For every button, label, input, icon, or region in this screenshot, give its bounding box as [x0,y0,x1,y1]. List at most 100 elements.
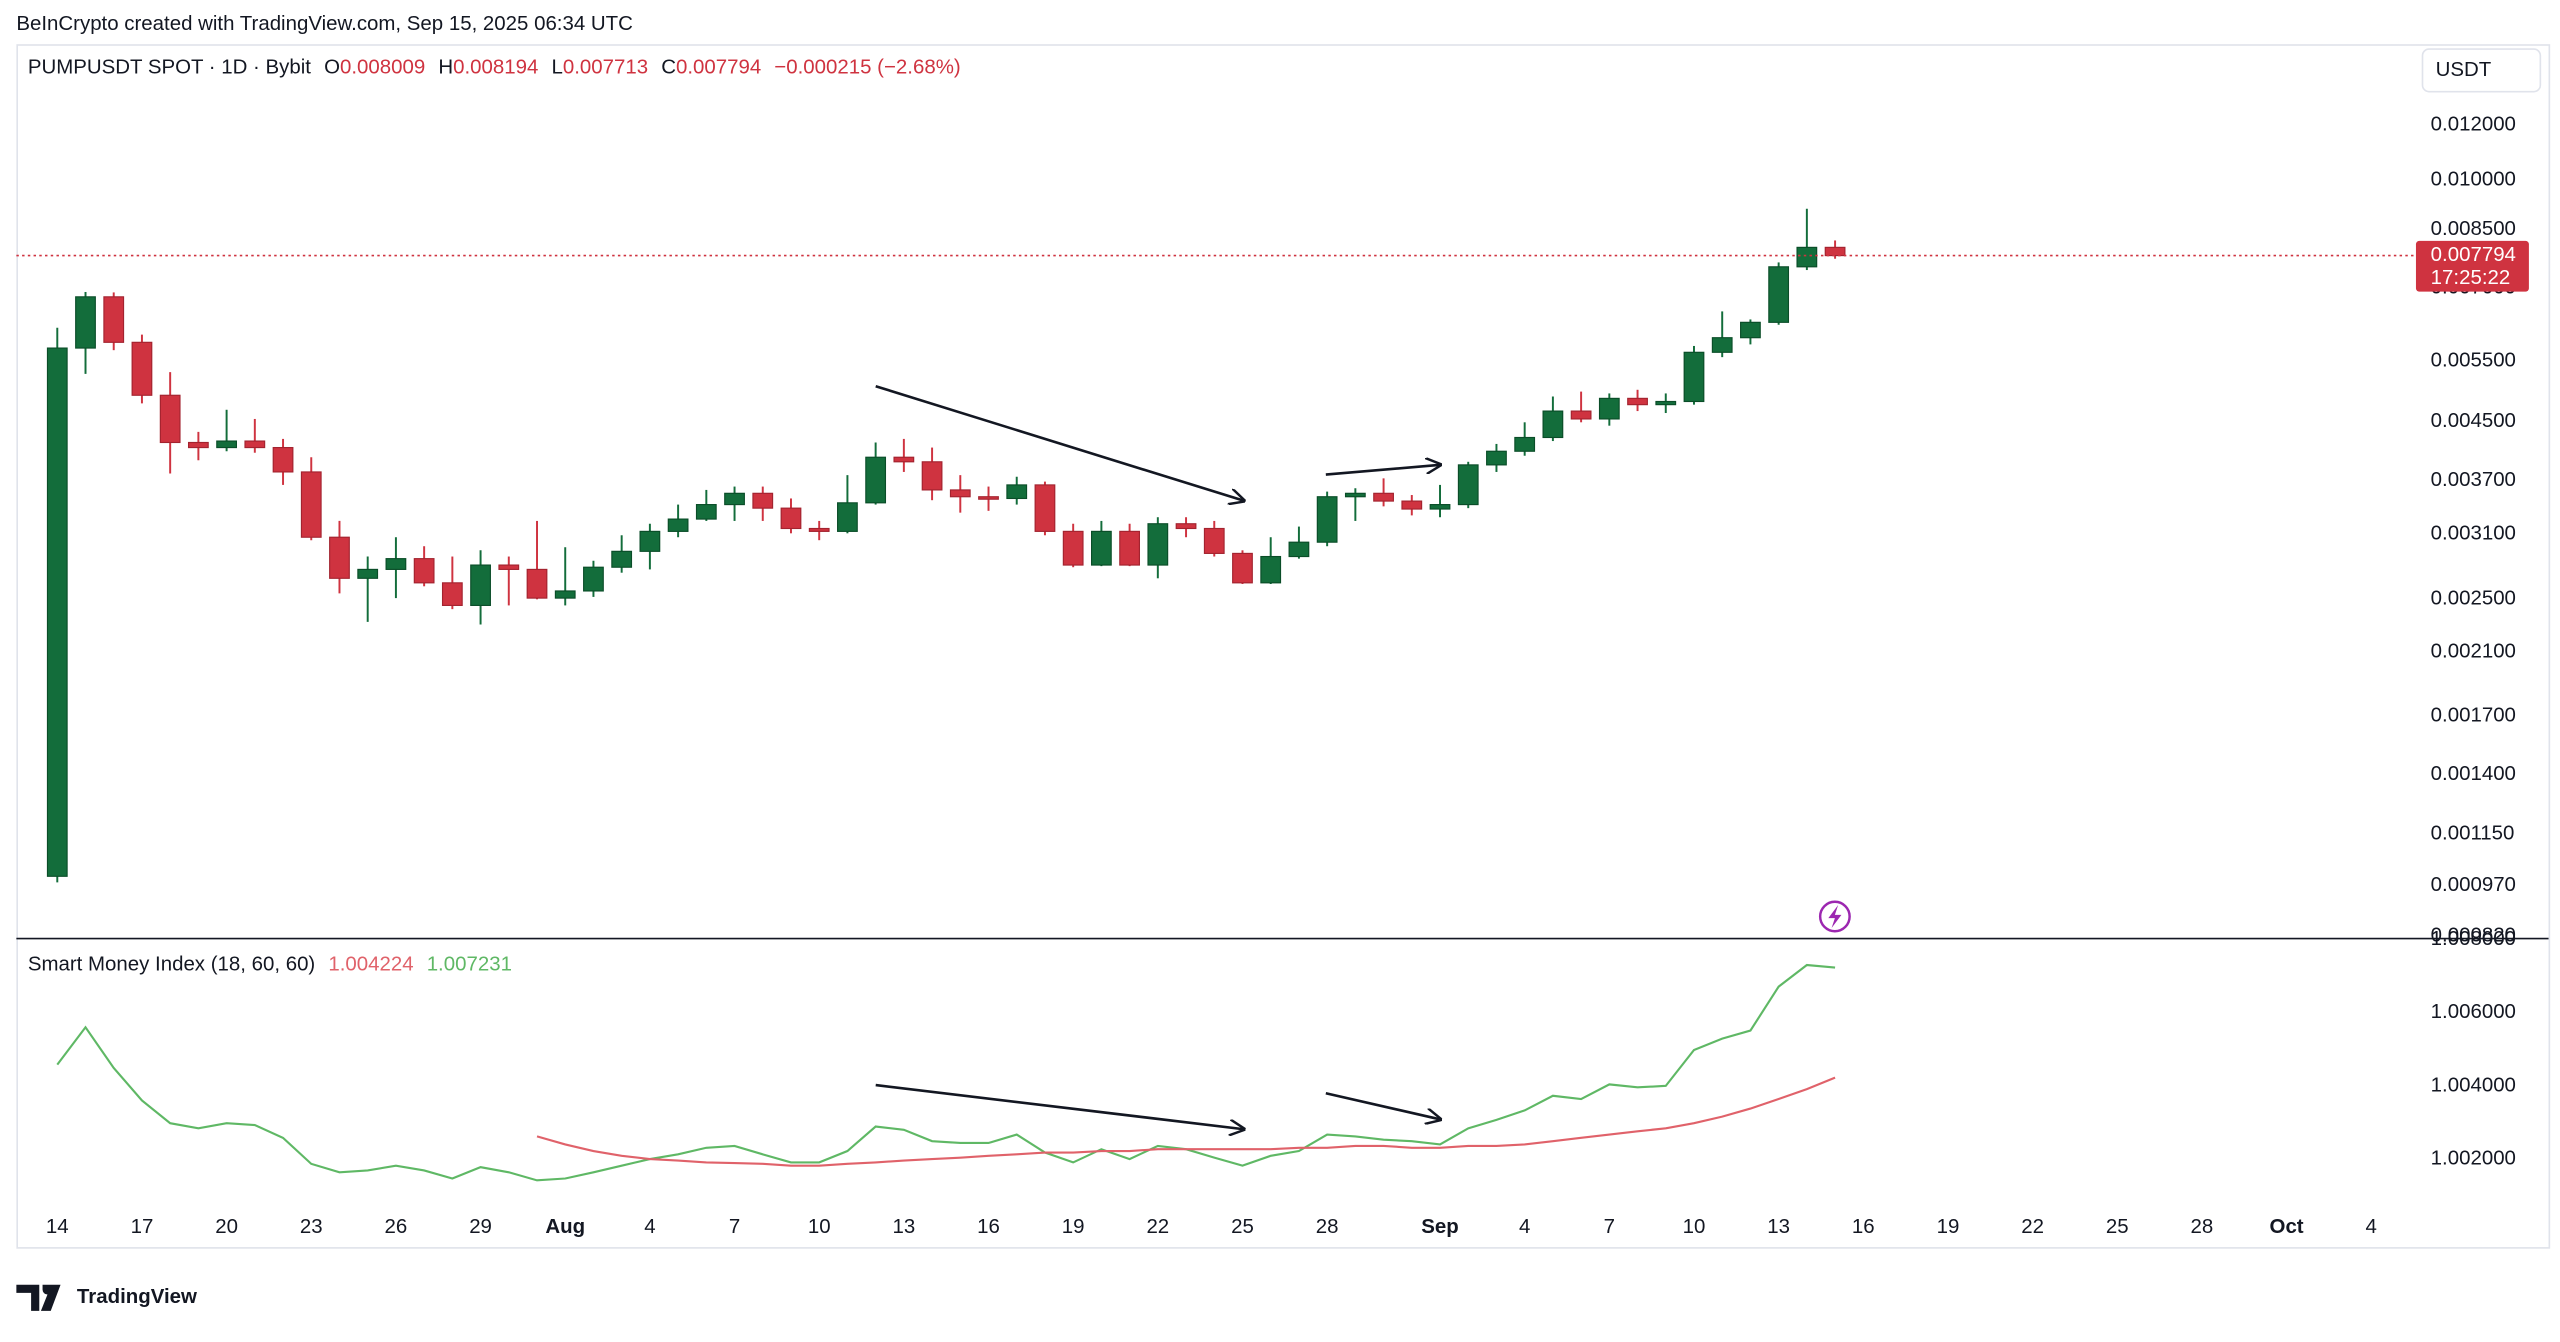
candle-body [413,558,435,584]
y-tick-label: 0.003100 [2431,522,2516,545]
candle-body [1655,400,1677,406]
candle-body [1429,504,1451,510]
currency-box[interactable] [2421,48,2542,93]
candle-body [1203,527,1225,554]
candle-body [865,456,887,504]
close-value: 0.007794 [676,56,761,79]
candle-body [1288,541,1310,558]
y-tick-label: 0.002500 [2431,587,2516,610]
countdown-label: 17:25:22 [2431,266,2511,289]
x-tick-label: 22 [2021,1215,2044,1238]
low-value: 0.007713 [563,56,648,79]
candle-body [1090,530,1112,566]
candle-body [1147,523,1169,566]
y-tick-label: 0.000970 [2431,873,2516,896]
candle-body [752,492,774,509]
y-tick-label: 1.006000 [2431,1000,2516,1023]
x-tick-label: 14 [46,1215,69,1238]
candle-body [1627,397,1648,406]
candle-body [808,527,830,532]
candle-body [329,536,350,579]
candle-body [216,440,237,449]
chart-frame [16,44,2551,1249]
x-tick-label: 13 [892,1215,915,1238]
candle-body [1683,351,1705,403]
trend-arrow [875,384,1244,501]
x-tick-label: 4 [2366,1215,2377,1238]
candle-body [949,489,971,498]
change-value: −0.000215 (−2.68%) [774,56,960,79]
y-tick-label: 0.001400 [2431,762,2516,785]
open-value: 0.008009 [340,56,425,79]
y-tick-label: 0.002100 [2431,639,2516,662]
x-tick-label: 25 [2106,1215,2129,1238]
candle-body [1514,436,1536,452]
x-tick-label: 26 [385,1215,408,1238]
candle-body [1344,492,1366,498]
candle-body [1740,321,1761,339]
trend-arrow [875,1083,1244,1129]
y-tick-label: 0.005500 [2431,348,2516,371]
candle-body [611,550,633,568]
indicator-legend: Smart Money Index (18, 60, 60) 1.004224 1.… [28,953,512,976]
ohlc-letter: O [324,56,340,79]
candle-body [1119,530,1141,566]
x-tick-label: Sep [1421,1215,1458,1238]
y-tick-label: 0.010000 [2431,168,2516,191]
x-tick-label: 10 [808,1215,831,1238]
last-price-box [2415,240,2529,292]
logo-text: TradingView [77,1285,197,1308]
x-tick-label: 19 [1937,1215,1960,1238]
candle-body [921,461,943,491]
candle-body [441,582,463,606]
candle-body [1598,397,1620,420]
chart-header: PUMPUSDT SPOT · 1D · Bybit O0.008009 H0.00… [28,56,961,79]
candle-body [1457,464,1479,506]
x-tick-label: 4 [1519,1215,1530,1238]
candle-body [498,564,520,570]
candle-body [1175,523,1197,530]
candle-body [357,568,379,579]
candle-body [1796,246,1818,268]
candle-body [1373,492,1394,502]
y-tick-label: 0.004500 [2431,409,2516,432]
x-tick-label: 20 [215,1215,238,1238]
x-tick-label: 4 [644,1215,655,1238]
x-tick-label: 10 [1683,1215,1706,1238]
ohlc-letter: H [438,56,453,79]
candle-body [1486,450,1507,466]
high-value: 0.008194 [453,56,538,79]
event-icon[interactable] [1818,900,1851,933]
candle-body [272,446,294,473]
candle-body [1711,337,1733,353]
attribution: BeInCrypto created with TradingView.com,… [16,12,633,35]
y-tick-label: 0.000820 [2431,924,2516,947]
candle-body [75,296,96,349]
candle-body [300,471,322,538]
candle-body [1768,266,1790,323]
candle-body [667,518,689,532]
x-tick-label: 25 [1231,1215,1254,1238]
y-tick-label: 0.001700 [2431,703,2516,726]
last-price-label: 0.007794 [2431,243,2516,266]
legend-value: 1.004224 [328,953,413,976]
x-tick-label: 13 [1767,1215,1790,1238]
x-tick-label: 23 [300,1215,323,1238]
logo-mark [16,1284,61,1311]
candle-body [1542,410,1564,439]
ohlc-letter: C [661,56,676,79]
candle-body [554,590,576,599]
candle-body [526,568,548,599]
x-tick-label: 29 [469,1215,492,1238]
x-tick-label: 16 [977,1215,1000,1238]
x-tick-label: 19 [1062,1215,1085,1238]
x-tick-label: 7 [1604,1215,1615,1238]
candle-body [131,341,153,396]
candle-body [1824,246,1846,257]
candle-body [695,504,717,520]
candle-body [1034,484,1056,532]
candle-body [639,530,661,552]
trend-arrow [1325,1091,1441,1119]
event-bolt [1828,905,1842,928]
candle-body [187,441,209,449]
